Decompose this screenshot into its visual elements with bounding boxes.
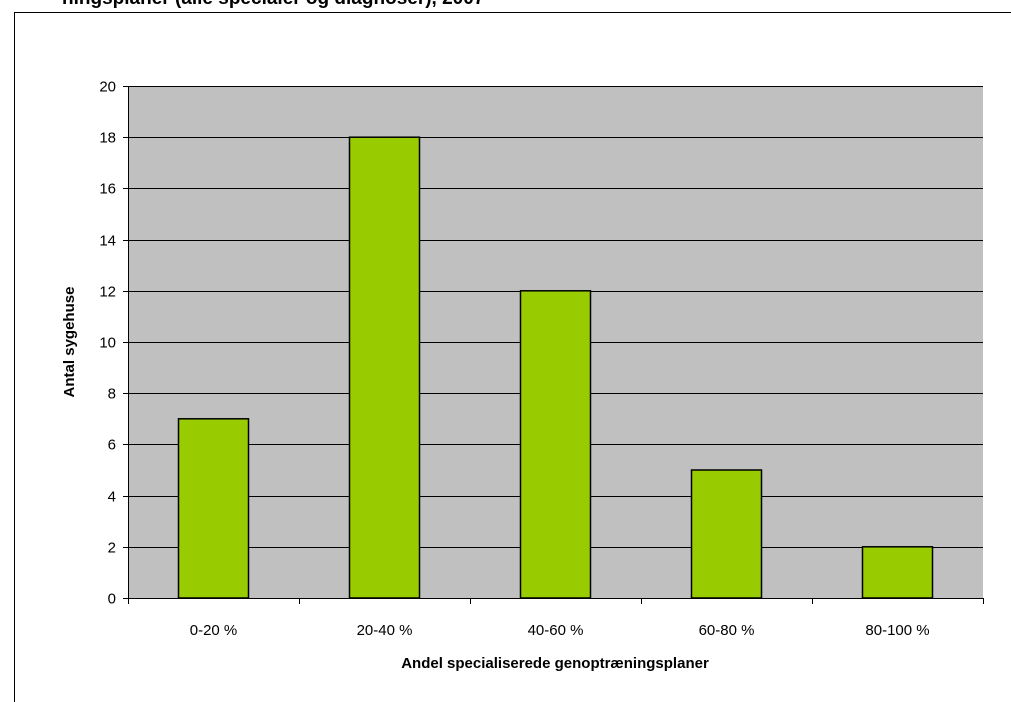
x-tick-label: 40-60 % [528, 622, 584, 639]
y-tick-label: 0 [108, 591, 116, 608]
bar [519, 290, 592, 599]
x-axis-label: Andel specialiserede genoptræningsplaner [401, 655, 709, 672]
y-tick-label: 12 [99, 284, 116, 301]
x-tick-label: 20-40 % [357, 622, 413, 639]
x-tick-label: 60-80 % [699, 622, 755, 639]
y-tick-label: 20 [99, 79, 116, 96]
y-axis-label: Antal sygehuse [61, 287, 78, 398]
y-tick-label: 18 [99, 130, 116, 147]
y-tick-label: 16 [99, 181, 116, 198]
bar [690, 469, 763, 599]
bar [177, 418, 250, 599]
y-tick-label: 6 [108, 437, 116, 454]
y-tick-label: 10 [99, 335, 116, 352]
bar [348, 136, 421, 599]
y-tick-label: 4 [108, 489, 116, 506]
y-tick-label: 8 [108, 386, 116, 403]
chart-title: ningsplaner (alle specialer og diagnoser… [62, 0, 484, 9]
y-tick-label: 2 [108, 540, 116, 557]
chart-frame [14, 12, 1011, 702]
x-tick-label: 80-100 % [865, 622, 929, 639]
x-tick-label: 0-20 % [190, 622, 238, 639]
bar [861, 546, 934, 599]
y-tick-label: 14 [99, 233, 116, 250]
